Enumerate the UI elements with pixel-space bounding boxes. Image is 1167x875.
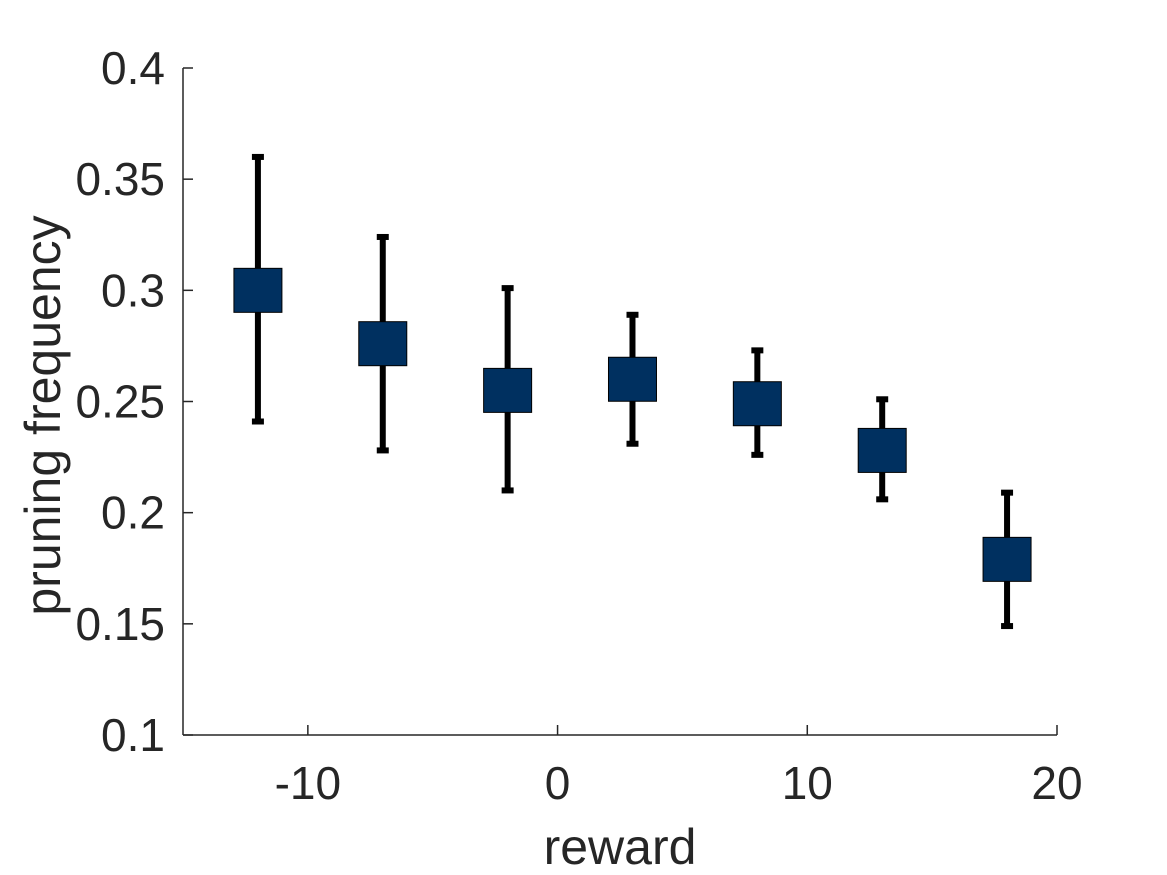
y-axis-label: pruning frequency [15, 215, 71, 615]
x-tick-label: 10 [782, 757, 833, 809]
data-point [483, 367, 533, 413]
y-tick-label: 0.3 [101, 264, 165, 316]
data-point [233, 267, 283, 313]
data-point [358, 321, 408, 367]
y-tick-label: 0.4 [101, 42, 165, 94]
y-tick-label: 0.2 [101, 487, 165, 539]
x-tick-label: 20 [1031, 757, 1082, 809]
data-point [982, 536, 1032, 582]
x-axis-label: reward [544, 819, 697, 875]
data-point [732, 381, 782, 427]
x-tick-label: 0 [545, 757, 571, 809]
axes: 0.1 0.15 0.2 0.25 0.3 0.35 0.4 -10 0 10 20 [75, 42, 1082, 809]
data-point [857, 427, 907, 473]
x-tick-label: -10 [275, 757, 341, 809]
y-tick-label: 0.25 [75, 376, 165, 428]
y-tick-label: 0.1 [101, 709, 165, 761]
y-tick-label: 0.15 [75, 598, 165, 650]
y-tick-label: 0.35 [75, 153, 165, 205]
markers [233, 267, 1032, 582]
data-point [607, 356, 657, 402]
